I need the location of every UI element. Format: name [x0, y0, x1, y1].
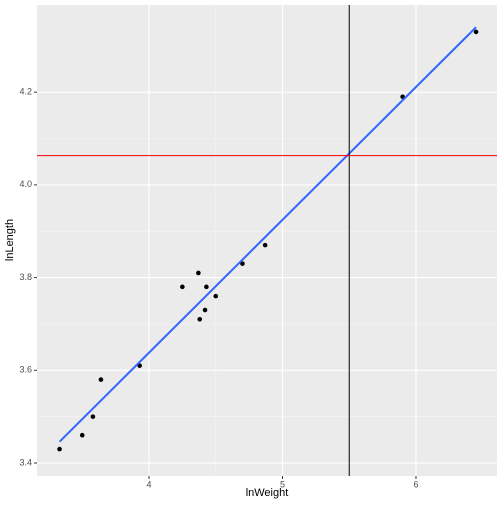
point [180, 284, 185, 290]
point [202, 307, 208, 313]
point [196, 270, 201, 276]
x-tick-label: 5 [280, 479, 285, 489]
y-tick-label: 3.6 [19, 365, 32, 375]
point [79, 432, 85, 438]
point [213, 293, 219, 299]
point [90, 414, 96, 419]
y-tick-label: 3.8 [19, 272, 32, 282]
point [240, 261, 245, 266]
point [197, 317, 203, 322]
y-tick-label: 4.2 [19, 87, 32, 97]
x-tick-label: 4 [146, 479, 151, 489]
y-tick-label: 3.4 [19, 457, 32, 467]
point [98, 377, 104, 382]
point [473, 29, 479, 35]
x-axis-title: lnWeight [246, 487, 289, 499]
x-tick-label: 6 [413, 479, 418, 489]
y-axis-title: lnLength [4, 219, 16, 261]
point [57, 446, 62, 452]
point [204, 284, 209, 290]
fit-line [58, 26, 477, 443]
y-tick-label: 4.0 [19, 179, 32, 189]
point [262, 242, 268, 248]
